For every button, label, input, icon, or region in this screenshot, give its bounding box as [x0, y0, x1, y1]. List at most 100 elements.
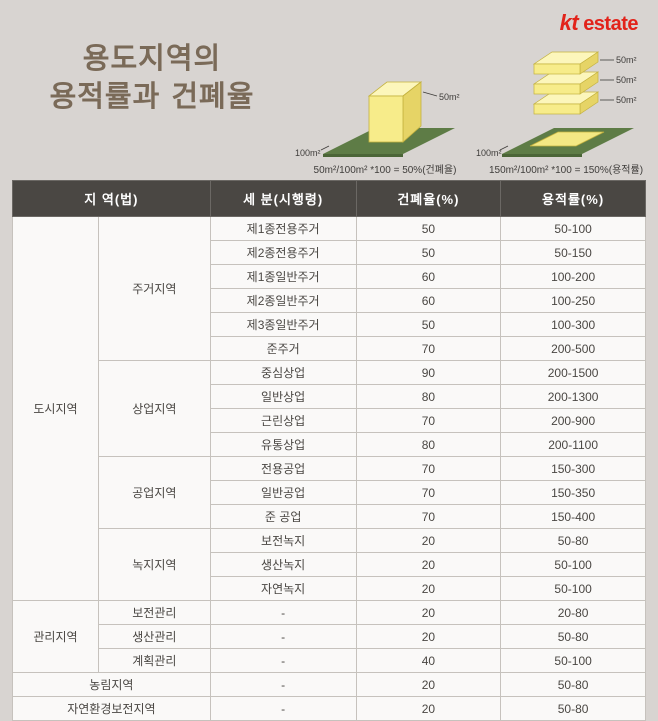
- table-row: 제2종전용주거 50 50-150: [13, 240, 646, 265]
- coverage-diagram-graphic: 50m² 100m²: [295, 81, 460, 158]
- table-cell: 50-80: [500, 672, 646, 697]
- ground-edge: [323, 154, 403, 157]
- table-cell: 50-80: [500, 696, 646, 721]
- floor1-area-label: 50m²: [616, 55, 637, 65]
- subzone-group-cell: 계획관리: [97, 648, 211, 673]
- table-cell: 제3종일반주거: [209, 312, 357, 337]
- table-cell: 150-300: [500, 456, 646, 481]
- table-cell: 20: [355, 672, 502, 697]
- table-row: 자연환경보전지역 -20 50-80: [12, 696, 646, 721]
- table-cell: 20-80: [500, 600, 646, 625]
- zoning-table-container: 지 역(법) 세 분(시행령) 건폐율(%) 용적률(%) 도시지역 주거지역 제1…: [12, 180, 646, 721]
- slab2-front: [533, 83, 581, 95]
- table-cell: 50-80: [500, 624, 646, 649]
- table-cell: 50-100: [500, 552, 646, 577]
- subzone-group-cell: 공업지역: [97, 456, 211, 529]
- table-cell: 제1종일반주거: [209, 264, 357, 289]
- floor3-area-label: 50m²: [616, 95, 637, 105]
- table-cell: 200-1500: [500, 360, 646, 385]
- table-row: 준 공업 70 150-400: [13, 504, 646, 529]
- zone-group-cell: 농림지역: [12, 672, 211, 697]
- coverage-ratio-diagram: 50m² 100m² 50m²/100m² *100 = 50%(건폐율): [295, 66, 475, 176]
- building-label-line: [422, 91, 438, 97]
- table-row: 준주거 70 200-500: [13, 336, 646, 361]
- table-cell: 100-300: [500, 312, 646, 337]
- infographic-page: kt estate 용도지역의 용적률과 건폐율 50m² 100m² 50m²/…: [12, 10, 646, 721]
- table-row: 공업지역 전용공업 70 150-300: [13, 456, 646, 529]
- table-cell: 200-1100: [500, 432, 646, 457]
- subzone-group-cell: 주거지역: [97, 216, 211, 361]
- slab1-front: [533, 63, 581, 75]
- table-cell: 제2종전용주거: [209, 240, 357, 265]
- ground-label-line: [499, 145, 509, 151]
- table-row: 녹지지역 보전녹지 20 50-80: [13, 528, 646, 601]
- table-row: 제2종일반주거 60 100-250: [13, 288, 646, 313]
- subzone-group-cell: 녹지지역: [97, 528, 211, 601]
- table-cell: 20: [355, 576, 502, 601]
- slab3-front: [533, 103, 581, 115]
- ground-area-label: 100m²: [295, 148, 321, 158]
- table-cell: 중심상업: [209, 360, 357, 385]
- table-cell: 80: [355, 432, 502, 457]
- table-cell: 50-100: [500, 576, 646, 601]
- table-cell: -: [209, 600, 357, 625]
- table-row: 유통상업 80 200-1100: [13, 432, 646, 457]
- kt-estate-logo: kt estate: [560, 10, 639, 36]
- header-subdivision: 세 분(시행령): [209, 180, 357, 217]
- far-formula: 150m²/100m² *100 = 150%(용적률): [488, 165, 644, 176]
- table-cell: 50: [355, 216, 502, 241]
- table-cell: 20: [355, 600, 502, 625]
- table-row: 제1종일반주거 60 100-200: [13, 264, 646, 289]
- table-cell: 생산녹지: [209, 552, 357, 577]
- table-cell: 40: [355, 648, 502, 673]
- table-cell: 50-150: [500, 240, 646, 265]
- table-cell: -: [209, 624, 357, 649]
- table-cell: 자연녹지: [209, 576, 357, 601]
- table-cell: 150-400: [500, 504, 646, 529]
- table-cell: 전용공업: [209, 456, 357, 481]
- table-cell: 80: [355, 384, 502, 409]
- table-cell: 근린상업: [209, 408, 357, 433]
- table-cell: 20: [355, 696, 502, 721]
- header-floor-area-ratio: 용적률(%): [500, 180, 646, 217]
- building-area-label: 50m²: [439, 92, 460, 102]
- table-cell: 제2종일반주거: [209, 288, 357, 313]
- table-cell: 일반상업: [209, 384, 357, 409]
- table-cell: 70: [355, 504, 502, 529]
- title-line1: 용도지역의: [82, 41, 222, 75]
- page-title: 용도지역의 용적률과 건폐율: [32, 40, 272, 115]
- table-cell: -: [209, 672, 357, 697]
- zoning-table-body: 도시지역 주거지역 제1종전용주거 50 50-100 제2종전용주거 50 50-150 제1…: [12, 216, 646, 721]
- table-cell: 50: [355, 312, 502, 337]
- table-row: 생산관리 -20 50-80: [13, 624, 646, 649]
- ground-label-line: [320, 145, 330, 151]
- table-cell: 일반공업: [209, 480, 357, 505]
- table-cell: 90: [355, 360, 502, 385]
- table-cell: 100-200: [500, 264, 646, 289]
- title-line2: 용적률과 건폐율: [49, 78, 255, 113]
- far-diagram-graphic: 50m² 50m² 50m² 100m²: [476, 51, 637, 158]
- table-cell: 유통상업: [209, 432, 357, 457]
- table-cell: 70: [355, 408, 502, 433]
- table-cell: 50: [355, 240, 502, 265]
- header-coverage-ratio: 건폐율(%): [355, 180, 502, 217]
- zone-group-cell: 관리지역: [12, 600, 99, 673]
- footprint-slab: [529, 131, 605, 147]
- table-cell: 50-100: [500, 216, 646, 241]
- table-cell: 200-1300: [500, 384, 646, 409]
- table-cell: -: [209, 648, 357, 673]
- floor2-area-label: 50m²: [616, 75, 637, 85]
- table-cell: 준 공업: [209, 504, 357, 529]
- table-cell: 70: [355, 456, 502, 481]
- table-cell: 준주거: [209, 336, 357, 361]
- coverage-formula: 50m²/100m² *100 = 50%(건폐율): [313, 165, 457, 176]
- table-cell: 70: [355, 336, 502, 361]
- table-row: 관리지역 보전관리 -20 20-80: [12, 600, 646, 673]
- box-front-face: [368, 95, 404, 143]
- table-row: 근린상업 70 200-900: [13, 408, 646, 433]
- table-cell: -: [209, 696, 357, 721]
- table-cell: 50-80: [500, 528, 646, 553]
- table-cell: 20: [355, 624, 502, 649]
- table-cell: 20: [355, 552, 502, 577]
- table-row: 자연녹지 20 50-100: [13, 576, 646, 601]
